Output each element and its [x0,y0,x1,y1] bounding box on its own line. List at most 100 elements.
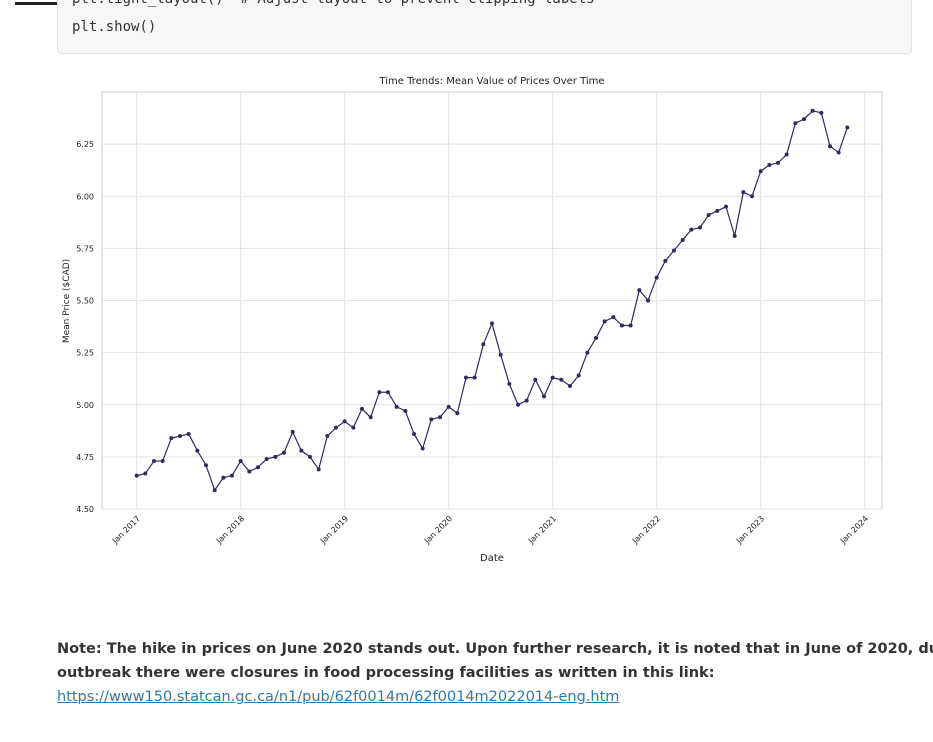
marker [325,434,330,439]
marker [212,488,217,493]
marker [836,150,841,155]
marker [602,319,607,324]
marker [620,323,624,328]
marker [386,390,390,395]
marker [368,415,373,420]
marker [793,121,798,126]
marker [446,404,451,409]
x-tick-label: Jan 2017 [110,514,142,546]
x-tick-label: Jan 2018 [214,514,246,546]
marker [464,375,468,380]
note-line: Note: The hike in prices on June 2020 st… [57,641,933,657]
marker [238,459,243,464]
marker [611,315,616,320]
marker [637,288,642,293]
marker [134,473,139,478]
marker [290,429,295,434]
marker [819,110,824,115]
marker [646,298,650,303]
marker [750,194,754,199]
note: Note: The hike in prices on June 2020 st… [57,637,933,709]
marker [438,415,442,420]
marker [360,406,364,411]
marker [256,465,260,470]
marker [715,208,720,213]
marker [282,450,286,455]
x-tick-label: Jan 2022 [630,514,662,546]
y-tick-label: 5.50 [76,297,94,306]
y-tick-label: 5.75 [76,244,94,253]
marker [498,352,503,357]
marker [784,152,789,157]
marker [810,108,815,113]
y-axis-label: Mean Price ($CAD) [62,259,72,343]
marker [342,419,347,424]
x-tick-label: Jan 2023 [734,514,766,546]
marker [542,394,546,399]
marker [403,409,408,414]
marker [663,258,668,263]
x-tick-label: Jan 2020 [422,514,454,546]
marker [195,448,200,453]
marker [152,459,156,464]
x-tick-label: Jan 2021 [526,514,558,546]
marker [776,160,780,165]
x-tick-label: Jan 2019 [318,514,350,546]
marker [507,381,512,386]
note-link[interactable]: https://www150.statcan.gc.ca/n1/pub/62f0… [57,689,620,705]
marker [420,446,425,451]
y-tick-label: 5.00 [76,401,94,410]
marker [628,323,633,328]
code-line: plt.show() [72,19,157,35]
marker [334,425,338,430]
marker [308,454,312,459]
note-line: outbreak there were closures in food pro… [57,665,715,681]
x-axis-label: Date [480,553,504,564]
chart-title: Time Trends: Mean Value of Prices Over T… [378,76,604,87]
marker [412,431,416,436]
marker [524,398,529,403]
marker [455,411,460,416]
marker [828,144,832,149]
y-tick-label: 4.75 [76,453,94,462]
y-tick-label: 5.25 [76,349,94,358]
y-tick-label: 6.25 [76,140,94,149]
marker [143,471,148,476]
marker [533,377,538,382]
marker [802,117,806,122]
marker [204,463,208,468]
marker [559,377,564,382]
marker [490,321,494,326]
marker [680,238,685,243]
marker [299,448,304,453]
marker [394,404,399,409]
marker [316,467,321,472]
chart: Time Trends: Mean Value of Prices Over T… [62,76,883,564]
marker [585,350,590,355]
marker [568,383,572,388]
marker [732,233,737,238]
marker [264,456,269,461]
marker [741,190,746,195]
marker [377,390,382,395]
marker [273,454,278,459]
marker [654,275,659,280]
marker [767,162,772,167]
marker [178,434,182,439]
marker [758,169,763,174]
marker [160,459,165,464]
marker [481,342,486,347]
marker [169,436,174,441]
marker [550,375,555,380]
marker [186,431,191,436]
marker [429,417,434,422]
marker [845,125,850,130]
y-tick-label: 4.50 [76,505,94,514]
code-cell: plt.tight_layout() # Adjust layout to pr… [57,0,912,54]
marker [724,204,728,209]
marker [672,248,676,253]
marker [516,402,520,407]
y-tick-label: 6.00 [76,192,94,201]
marker [247,469,252,474]
